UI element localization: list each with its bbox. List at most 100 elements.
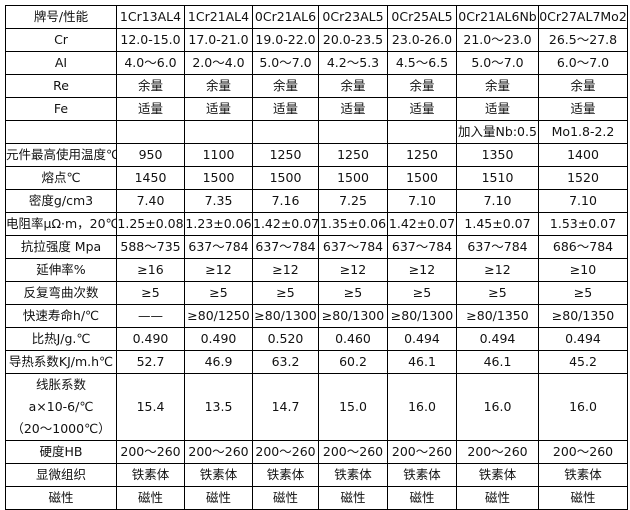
value-cell: ≥12	[387, 258, 457, 282]
header-grade-cell: 1Cr13AL4	[116, 5, 185, 29]
value-cell: 0.494	[387, 327, 457, 351]
value-cell: 适量	[252, 97, 319, 121]
value-cell: 200～260	[318, 440, 388, 464]
header-grade-cell: 0Cr23AL5	[318, 5, 388, 29]
value-cell: 1.35±0.06	[318, 212, 388, 236]
value-cell: ≥80/1250	[184, 304, 253, 328]
row-label-line: （20～1000℃）	[11, 421, 111, 436]
value-cell: ≥5	[456, 281, 539, 305]
value-cell: 588～735	[116, 235, 185, 259]
table-row: 磁性 磁性 磁性 磁性 磁性 磁性 磁性 磁性	[5, 486, 628, 510]
value-cell: 7.35	[184, 189, 253, 213]
value-cell	[116, 120, 185, 144]
value-cell: 2.0～4.0	[184, 51, 253, 75]
value-cell: ≥80/1300	[387, 304, 457, 328]
alloy-properties-table: 牌号/性能 1Cr13AL4 1Cr21AL4 0Cr21AL6 0Cr23AL5 0Cr…	[5, 5, 628, 510]
value-cell: 余量	[184, 74, 253, 98]
value-cell: 46.1	[387, 350, 457, 374]
value-cell: ≥80/1300	[318, 304, 388, 328]
value-cell: ≥12	[252, 258, 319, 282]
table-row: 线胀系数 a×10-6/℃ （20～1000℃） 15.4 13.5 14.7 15.0 16…	[5, 373, 628, 441]
value-cell: 15.0	[318, 373, 388, 441]
value-cell: 5.0～7.0	[456, 51, 539, 75]
value-cell: ≥12	[318, 258, 388, 282]
row-label: 反复弯曲次数	[5, 281, 117, 305]
value-cell: 磁性	[456, 486, 539, 510]
value-cell: 1.25±0.08	[116, 212, 185, 236]
value-cell: 适量	[456, 97, 539, 121]
table-row: 电阻率μΩ·m，20℃ 1.25±0.08 1.23±0.06 1.42±0.07 1.…	[5, 212, 628, 236]
value-cell: ≥5	[116, 281, 185, 305]
table-row: 硬度HB 200～260 200～260 200～260 200～260 200～260 2…	[5, 440, 628, 464]
value-cell: 7.10	[387, 189, 457, 213]
value-cell: 1250	[318, 143, 388, 167]
value-cell: 4.2～5.3	[318, 51, 388, 75]
table-row: 导热系数KJ/m.h℃ 52.7 46.9 63.2 60.2 46.1 46.1 45.2	[5, 350, 628, 374]
value-cell: ≥5	[318, 281, 388, 305]
value-cell: 6.0～7.0	[538, 51, 628, 75]
row-label	[5, 120, 117, 144]
header-grade-cell: 0Cr27AL7Mo2	[538, 5, 628, 29]
value-cell: 13.5	[184, 373, 253, 441]
value-cell: 1250	[252, 143, 319, 167]
value-cell: 46.1	[456, 350, 539, 374]
row-label: 导热系数KJ/m.h℃	[5, 350, 117, 374]
table-row: 加入量Nb:0.5 Mo1.8-2.2	[5, 120, 628, 144]
value-cell: 铁素体	[184, 463, 253, 487]
value-cell: 1100	[184, 143, 253, 167]
value-cell: 16.0	[387, 373, 457, 441]
value-cell: 20.0-23.5	[318, 28, 388, 52]
table-row: Re 余量 余量 余量 余量 余量 余量 余量	[5, 74, 628, 98]
value-cell: ≥12	[184, 258, 253, 282]
value-cell: ≥80/1300	[252, 304, 319, 328]
value-cell: 12.0-15.0	[116, 28, 185, 52]
value-cell: 适量	[538, 97, 628, 121]
value-cell: 磁性	[538, 486, 628, 510]
value-cell: 适量	[116, 97, 185, 121]
header-grade-cell: 1Cr21AL4	[184, 5, 253, 29]
value-cell	[252, 120, 319, 144]
value-cell: 1.45±0.07	[456, 212, 539, 236]
value-cell: 950	[116, 143, 185, 167]
table-row: Cr 12.0-15.0 17.0-21.0 19.0-22.0 20.0-23.5 23…	[5, 28, 628, 52]
header-grade-cell: 0Cr21AL6Nb	[456, 5, 539, 29]
value-cell	[318, 120, 388, 144]
table-row: 密度g/cm3 7.40 7.35 7.16 7.25 7.10 7.10 7.10	[5, 189, 628, 213]
value-cell: 1500	[252, 166, 319, 190]
value-cell: 磁性	[116, 486, 185, 510]
value-cell: 1500	[318, 166, 388, 190]
table-row: 快速寿命h/℃ —— ≥80/1250 ≥80/1300 ≥80/1300 ≥80/130…	[5, 304, 628, 328]
value-cell: 1250	[387, 143, 457, 167]
value-cell: Mo1.8-2.2	[538, 120, 628, 144]
value-cell: 4.0～6.0	[116, 51, 185, 75]
value-cell: 7.10	[538, 189, 628, 213]
value-cell: 26.5～27.8	[538, 28, 628, 52]
table-row: 比热J/g.℃ 0.490 0.490 0.520 0.460 0.494 0.494 0.4…	[5, 327, 628, 351]
value-cell: 21.0～23.0	[456, 28, 539, 52]
value-cell: 磁性	[387, 486, 457, 510]
value-cell: 1.23±0.06	[184, 212, 253, 236]
value-cell: 余量	[387, 74, 457, 98]
value-cell: 1500	[184, 166, 253, 190]
value-cell: 14.7	[252, 373, 319, 441]
value-cell: 1500	[387, 166, 457, 190]
row-label: 线胀系数 a×10-6/℃ （20～1000℃）	[5, 373, 117, 441]
table-row: Fe 适量 适量 适量 适量 适量 适量 适量	[5, 97, 628, 121]
row-label: 磁性	[5, 486, 117, 510]
value-cell: 17.0-21.0	[184, 28, 253, 52]
value-cell: 适量	[184, 97, 253, 121]
value-cell: 200～260	[538, 440, 628, 464]
value-cell: 0.460	[318, 327, 388, 351]
value-cell: 余量	[538, 74, 628, 98]
value-cell: 637～784	[252, 235, 319, 259]
row-label: Cr	[5, 28, 117, 52]
value-cell	[184, 120, 253, 144]
value-cell: 0.494	[456, 327, 539, 351]
value-cell: 铁素体	[252, 463, 319, 487]
value-cell: 1520	[538, 166, 628, 190]
row-label-line: 线胀系数	[35, 377, 86, 392]
row-label: AI	[5, 51, 117, 75]
value-cell: 200～260	[116, 440, 185, 464]
table-row: 抗拉强度 Mpa 588～735 637～784 637～784 637～784 637～…	[5, 235, 628, 259]
row-label: Re	[5, 74, 117, 98]
